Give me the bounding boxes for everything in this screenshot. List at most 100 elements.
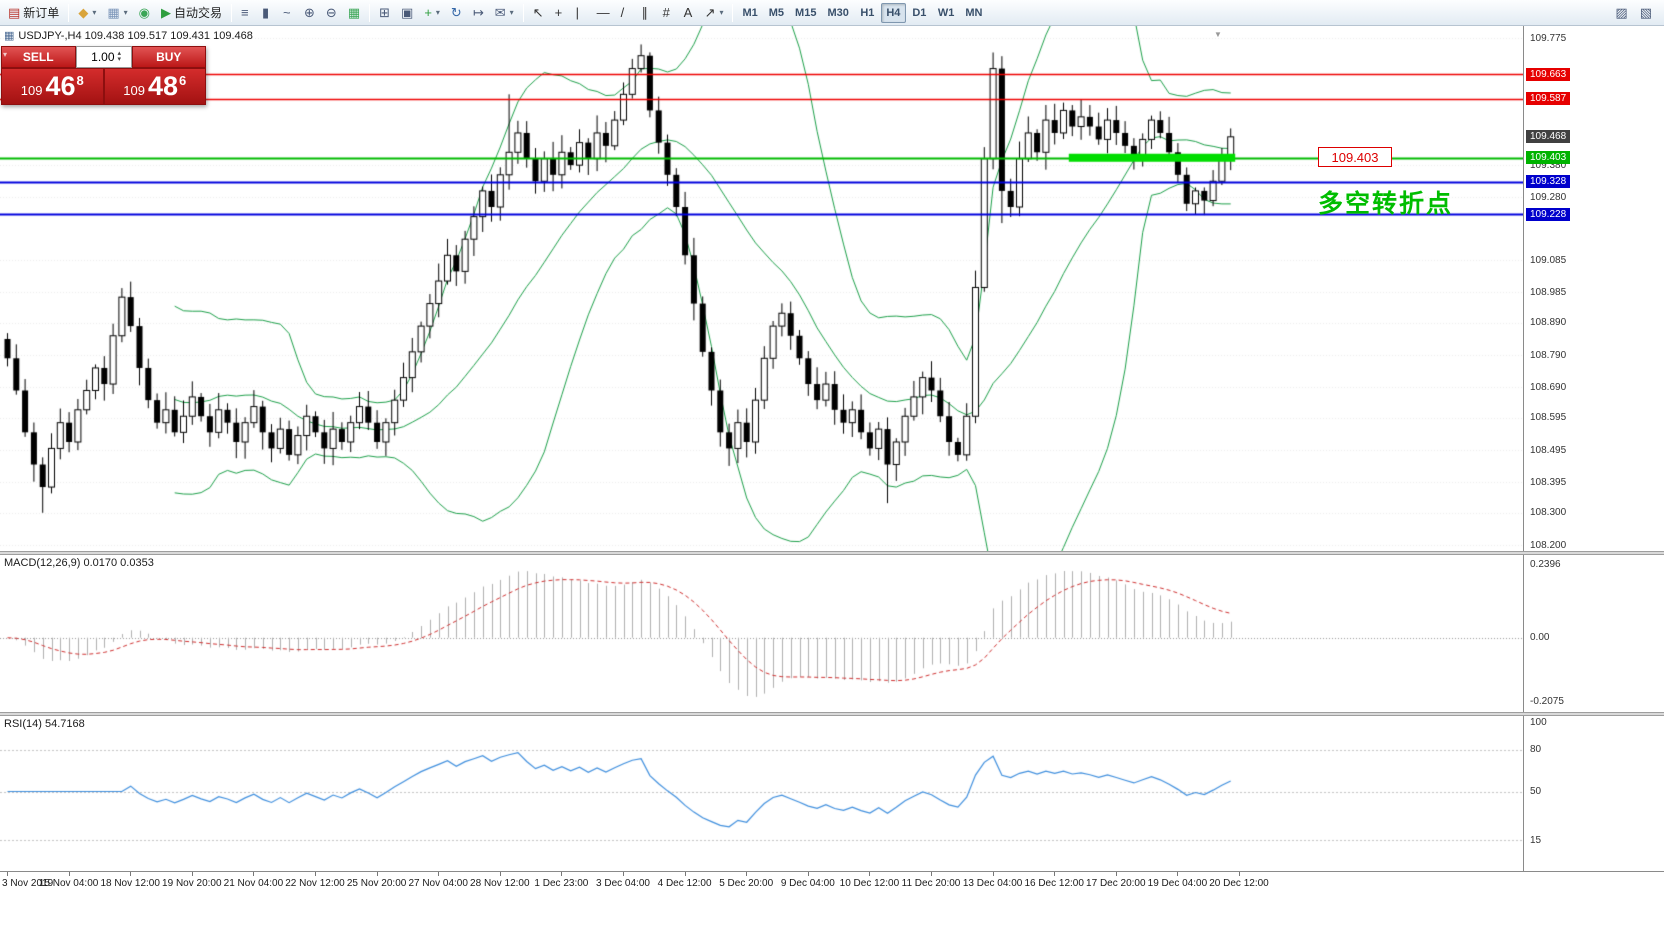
bar-chart-icon[interactable]: ≡ [236, 2, 256, 24]
timeframe-m15-button[interactable]: M15 [795, 6, 817, 19]
timeframe-h1-button[interactable]: H1 [860, 6, 875, 19]
chart-shift-marker-icon[interactable]: ▼ [1214, 30, 1222, 39]
profiles-icon-glyph: ▦ [107, 5, 120, 20]
timeframe-h4-button[interactable]: H4 [880, 2, 906, 23]
tile-windows-icon[interactable]: ⊞ [374, 2, 395, 24]
candlestick-chart-icon[interactable]: ▮ [257, 2, 277, 24]
time-axis[interactable]: 3 Nov 2019 15 Nov 04:00 18 Nov 12:00 19 Nov… [0, 871, 1664, 895]
price-chart-canvas[interactable] [0, 26, 1523, 551]
time-axis-label: 22 Nov 12:00 [285, 878, 345, 889]
text-icon-glyph: A [683, 5, 693, 20]
time-axis-label: 20 Dec 12:00 [1209, 878, 1269, 889]
volume-input[interactable] [76, 47, 117, 67]
add-chart-icon[interactable]: + ▾ [419, 2, 445, 24]
arrows-icon[interactable]: ↗ ▾ [700, 2, 729, 24]
buy-price-display[interactable]: 109 48 6 [103, 68, 206, 105]
rsi-axis[interactable]: 100 80 50 15 [1523, 716, 1664, 871]
time-axis-label: 16 Dec 12:00 [1024, 878, 1084, 889]
collapse-panel-icon[interactable]: ▾ [3, 50, 8, 59]
alerts-icon[interactable]: ✉ ▾ [490, 2, 519, 24]
window-empty-area [0, 895, 1664, 951]
help-search-icon[interactable]: ▧ [1635, 2, 1657, 24]
grid-icon[interactable]: ▦ [343, 2, 365, 24]
time-axis-tick [7, 872, 8, 876]
dropdown-caret-icon[interactable]: ▾ [509, 8, 514, 17]
time-axis-label: 3 Nov 2019 [2, 878, 54, 889]
price-axis-tag: 109.328 [1526, 175, 1571, 189]
price-axis-label: 108.495 [1530, 444, 1567, 456]
price-axis-label: 108.690 [1530, 381, 1567, 393]
timeframe-w1-button[interactable]: W1 [937, 6, 955, 19]
panel-resize-handle[interactable] [0, 551, 1664, 555]
price-axis-label: 108.300 [1530, 507, 1567, 519]
time-axis-label: 1 Dec 23:00 [534, 878, 589, 889]
zoom-out-icon[interactable]: ⊖ [321, 2, 342, 24]
macd-panel: MACD(12,26,9) 0.0170 0.0353 0.2396 0.00 -0… [0, 555, 1664, 712]
time-axis-label: 25 Nov 20:00 [346, 878, 407, 889]
dropdown-caret-icon[interactable]: ▾ [123, 8, 128, 17]
dropdown-caret-icon[interactable]: ▾ [719, 8, 724, 17]
rsi-canvas[interactable] [0, 716, 1523, 871]
buy-button[interactable]: BUY [131, 46, 206, 68]
horizontal-line-icon[interactable]: — [592, 2, 615, 24]
macd-axis[interactable]: 0.2396 0.00 -0.2075 [1523, 555, 1664, 712]
toolbar-separator [369, 3, 371, 22]
zoom-in-icon-glyph: ⊕ [304, 5, 315, 20]
volume-down-icon[interactable]: ▾ [117, 56, 122, 63]
rsi-panel: RSI(14) 54.7168 100 80 50 15 [0, 716, 1664, 871]
volume-arrows: ▴ ▾ [117, 47, 123, 67]
volume-stepper[interactable]: ▴▾ [75, 46, 132, 68]
volume-up-icon[interactable]: ▴ [117, 50, 122, 57]
auto-trading-button-label: 自动交易 [173, 6, 222, 20]
chart-shift-icon[interactable]: ↦ [468, 2, 489, 24]
line-chart-icon[interactable]: ~ [278, 2, 298, 24]
time-axis-label: 3 Dec 04:00 [596, 878, 650, 889]
rsi-axis-label: 15 [1530, 834, 1542, 846]
toolbar-separator [68, 3, 70, 22]
dropdown-caret-icon[interactable]: ▾ [92, 8, 97, 17]
timeframe-d1-button[interactable]: D1 [912, 6, 927, 19]
sell-price-pipette: 8 [76, 73, 84, 88]
pivot-annotation-text[interactable]: 多空转折点 [1318, 190, 1454, 218]
cursor-icon[interactable]: ↖ [528, 2, 549, 24]
new-order-button[interactable]: ▤ 新订单 [3, 2, 64, 24]
horizontal-line-icon-glyph: — [596, 5, 610, 20]
price-axis-label: 109.280 [1530, 191, 1567, 203]
auto-trading-button[interactable]: ▶ 自动交易 [156, 2, 227, 24]
vertical-line-icon[interactable]: | [571, 2, 591, 24]
price-axis-label: 108.595 [1530, 412, 1567, 424]
arrows-icon-glyph: ↗ [704, 5, 716, 20]
chart-shift-icon-glyph: ↦ [472, 5, 484, 20]
crosshair-icon[interactable]: + [550, 2, 570, 24]
channel-icon[interactable]: ∥ [637, 2, 657, 24]
chart-properties-icon[interactable]: ▨ [1610, 2, 1632, 24]
sell-price-prefix: 109 [20, 83, 43, 98]
timeframe-m30-button[interactable]: M30 [827, 6, 849, 19]
rsi-label: RSI(14) 54.7168 [4, 718, 85, 730]
trendline-icon[interactable]: / [616, 2, 636, 24]
auto-scroll-icon[interactable]: ↻ [446, 2, 467, 24]
dropdown-caret-icon[interactable]: ▾ [435, 8, 440, 17]
macd-canvas[interactable] [0, 555, 1523, 712]
timeframe-m1-button[interactable]: M1 [742, 6, 758, 19]
price-axis[interactable]: 109.775 109.380 109.280 109.085 108.985 108.8… [1523, 26, 1664, 551]
panel-resize-handle[interactable] [0, 712, 1664, 716]
time-axis-tick [1054, 872, 1056, 876]
arrange-windows-icon[interactable]: ▣ [396, 2, 418, 24]
data-window-icon[interactable]: ◉ [134, 2, 155, 24]
buy-price-prefix: 109 [123, 83, 145, 98]
buy-price-main: 48 [147, 71, 178, 101]
sell-price-display[interactable]: 109 46 8 [1, 68, 104, 105]
timeframe-m5-button[interactable]: M5 [768, 6, 785, 19]
zoom-in-icon[interactable]: ⊕ [299, 2, 320, 24]
new-chart-icon[interactable]: ◆ ▾ [73, 2, 101, 24]
price-annotation-box[interactable]: 109.403 [1318, 147, 1392, 167]
fibonacci-icon[interactable]: # [658, 2, 678, 24]
timeframe-mn-button[interactable]: MN [965, 6, 983, 19]
trendline-icon-glyph: / [620, 5, 625, 20]
text-icon[interactable]: A [679, 2, 699, 24]
time-axis-tick [1177, 872, 1179, 876]
time-axis-tick [931, 872, 932, 876]
profiles-icon[interactable]: ▦ ▾ [102, 2, 132, 24]
sell-button[interactable]: SELL [1, 46, 76, 68]
